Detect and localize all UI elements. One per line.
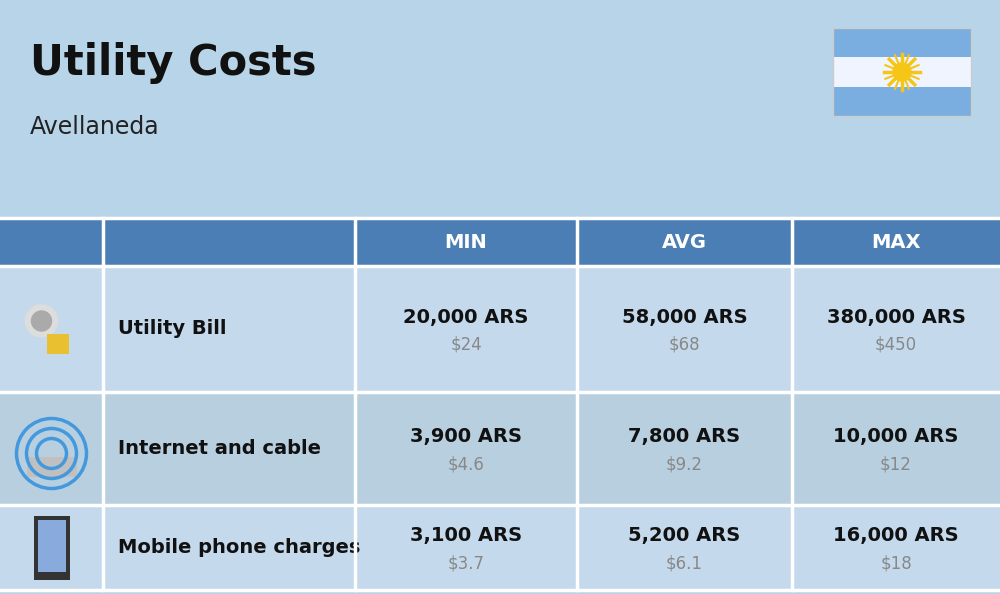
Text: Utility Costs: Utility Costs [30,42,316,84]
Text: 7,800 ARS: 7,800 ARS [628,427,741,446]
Text: Mobile phone charges: Mobile phone charges [118,538,360,557]
Bar [577,218,792,266]
Bar [103,218,355,266]
Circle shape [32,311,52,331]
Circle shape [893,63,911,81]
Bar [0,505,1000,590]
Bar [8,518,95,577]
Text: $4.6: $4.6 [448,456,484,473]
Text: $68: $68 [669,336,700,354]
Text: Utility Bill: Utility Bill [118,320,226,339]
Text: $24: $24 [450,336,482,354]
Text: Avellaneda: Avellaneda [30,115,160,139]
Text: Internet and cable: Internet and cable [118,439,321,458]
Text: 3,900 ARS: 3,900 ARS [410,427,522,446]
Text: $6.1: $6.1 [666,555,703,573]
Text: 3,100 ARS: 3,100 ARS [410,526,522,545]
Text: 16,000 ARS: 16,000 ARS [833,526,959,545]
Text: 380,000 ARS: 380,000 ARS [827,308,965,327]
Text: $3.7: $3.7 [448,555,484,573]
Text: $12: $12 [880,456,912,473]
Text: AVG: AVG [662,232,707,251]
Text: $9.2: $9.2 [666,456,703,473]
Text: 10,000 ARS: 10,000 ARS [833,427,959,446]
Circle shape [26,305,58,337]
Text: MAX: MAX [871,232,921,251]
Text: 58,000 ARS: 58,000 ARS [622,308,747,327]
Text: $18: $18 [880,555,912,573]
Text: MIN: MIN [445,232,487,251]
Bar [355,218,577,266]
Bar [0,266,1000,392]
Bar [833,58,971,87]
Bar [8,285,95,373]
Bar [34,516,70,580]
Text: 5,200 ARS: 5,200 ARS [628,526,741,545]
Bar [26,457,76,476]
Bar [833,28,971,116]
Bar [46,334,68,354]
Text: 20,000 ARS: 20,000 ARS [403,308,529,327]
Bar [8,409,95,488]
Bar [833,28,971,58]
Text: $450: $450 [875,336,917,354]
Bar [38,520,66,571]
Bar [792,218,1000,266]
Bar [0,218,103,266]
Bar [0,392,1000,505]
Bar [833,87,971,116]
